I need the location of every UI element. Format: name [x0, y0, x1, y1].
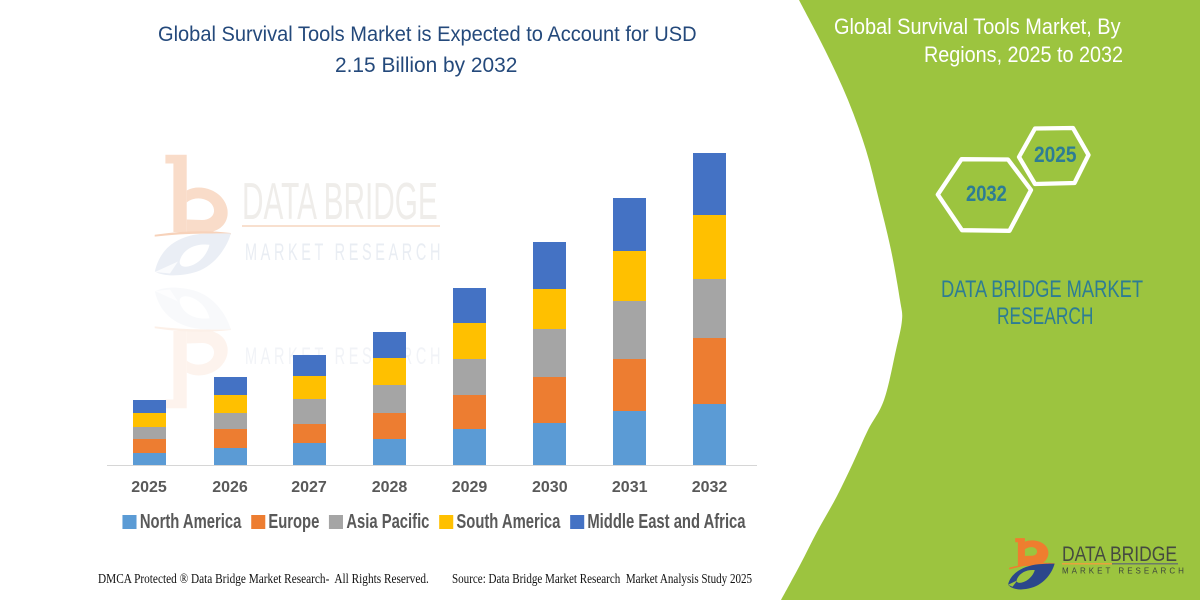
svg-text:MARKET RESEARCH: MARKET RESEARCH — [1062, 567, 1187, 576]
svg-text:DATA BRIDGE: DATA BRIDGE — [1062, 542, 1177, 566]
